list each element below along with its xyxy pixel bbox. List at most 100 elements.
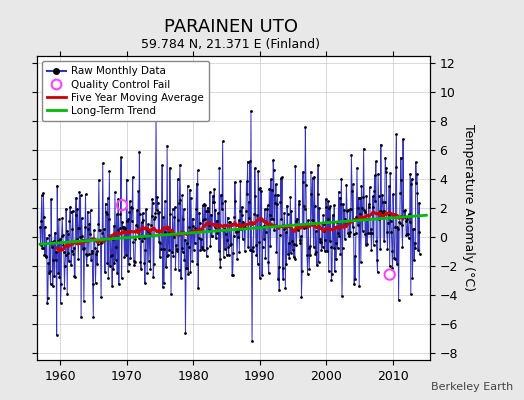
Point xyxy=(118,202,126,208)
Point xyxy=(83,251,91,258)
Point xyxy=(39,245,47,251)
Point xyxy=(119,224,128,230)
Point xyxy=(141,246,150,253)
Point xyxy=(177,275,185,282)
Y-axis label: Temperature Anomaly (°C): Temperature Anomaly (°C) xyxy=(462,124,475,292)
Point xyxy=(69,208,77,214)
Point xyxy=(395,296,403,303)
Point xyxy=(296,237,304,243)
Point xyxy=(114,227,122,233)
Point xyxy=(375,216,384,222)
Point xyxy=(392,260,401,267)
Point xyxy=(373,269,381,276)
Point xyxy=(104,195,112,201)
Point xyxy=(244,244,253,250)
Point xyxy=(91,245,99,251)
Point xyxy=(410,240,419,246)
Point xyxy=(268,216,277,223)
Point xyxy=(278,174,286,180)
Point xyxy=(110,222,118,229)
Point xyxy=(78,233,86,240)
Point xyxy=(209,192,217,199)
Point xyxy=(208,232,216,239)
Point xyxy=(199,216,208,223)
Point xyxy=(158,162,166,169)
Point xyxy=(196,247,204,253)
Point xyxy=(238,236,247,242)
Point xyxy=(390,256,399,262)
Point xyxy=(182,240,191,246)
Point xyxy=(380,199,389,205)
Point xyxy=(329,219,337,225)
Point xyxy=(130,259,139,265)
Point xyxy=(225,219,234,226)
Point xyxy=(292,218,300,225)
Point xyxy=(386,271,394,278)
Point xyxy=(168,249,176,255)
Point xyxy=(255,186,263,192)
Point xyxy=(82,251,90,258)
Point xyxy=(282,261,291,267)
Point xyxy=(96,240,105,246)
Point xyxy=(214,209,222,216)
Point xyxy=(79,245,87,252)
Point xyxy=(413,190,422,196)
Point xyxy=(216,256,224,262)
Point xyxy=(191,240,199,246)
Point xyxy=(170,234,178,240)
Point xyxy=(43,300,51,306)
Point xyxy=(92,251,100,257)
Point xyxy=(395,219,403,226)
Point xyxy=(38,245,47,251)
Point xyxy=(130,262,138,268)
Point xyxy=(332,256,340,262)
Point xyxy=(62,228,71,234)
Point xyxy=(283,211,292,217)
Point xyxy=(78,215,86,221)
Point xyxy=(98,230,106,236)
Point xyxy=(321,237,330,243)
Point xyxy=(233,256,241,262)
Point xyxy=(255,239,264,245)
Point xyxy=(381,169,390,175)
Point xyxy=(70,245,78,251)
Point xyxy=(304,245,313,251)
Point xyxy=(286,194,294,200)
Point xyxy=(152,207,161,213)
Point xyxy=(124,268,132,274)
Point xyxy=(48,244,56,250)
Point xyxy=(232,228,241,234)
Point xyxy=(385,211,393,218)
Point xyxy=(348,224,357,230)
Point xyxy=(125,261,133,267)
Point xyxy=(148,196,156,202)
Point xyxy=(42,235,51,241)
Point xyxy=(221,197,230,204)
Point xyxy=(210,186,219,192)
Point xyxy=(414,246,422,253)
Point xyxy=(93,261,101,267)
Point xyxy=(406,170,414,177)
Point xyxy=(246,158,254,164)
Point xyxy=(189,222,198,229)
Point xyxy=(281,225,289,232)
Point xyxy=(150,261,158,268)
Point xyxy=(94,221,103,227)
Point xyxy=(221,246,229,252)
Point xyxy=(172,246,181,252)
Point xyxy=(394,226,402,232)
Point xyxy=(115,230,124,236)
Point xyxy=(235,217,243,223)
Point xyxy=(182,265,190,272)
Point xyxy=(186,269,194,276)
Point xyxy=(47,196,56,202)
Point xyxy=(298,178,307,185)
Point xyxy=(146,266,155,272)
Point xyxy=(208,233,216,239)
Point xyxy=(195,210,203,216)
Point xyxy=(377,141,385,148)
Point xyxy=(175,200,183,206)
Point xyxy=(363,216,372,222)
Point xyxy=(321,248,329,254)
Point xyxy=(293,224,302,231)
